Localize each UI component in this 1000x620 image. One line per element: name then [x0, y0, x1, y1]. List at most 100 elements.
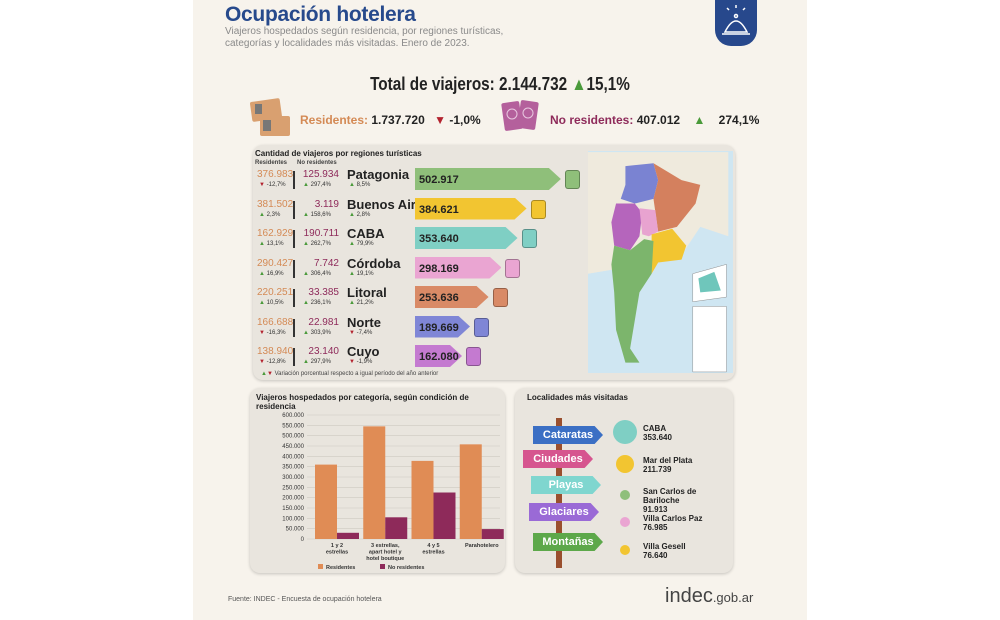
bar-residentes	[459, 444, 482, 539]
divider	[293, 230, 295, 248]
total-change: 15,1%	[586, 74, 630, 94]
region-total-change: ▲ 19,1%	[349, 270, 374, 277]
region-total-change: ▲ 8,5%	[349, 182, 371, 188]
non-residents-value: 407.012	[636, 113, 681, 127]
locality-item: Mar del Plata 211.739	[643, 456, 693, 474]
up-arrow-icon: ▲	[693, 113, 706, 127]
x-tick-label: hotel boutique	[366, 556, 404, 562]
x-tick-label: 3 estrellas,	[371, 543, 400, 549]
divider	[293, 171, 295, 189]
regions-title: Cantidad de viajeros por regiones turíst…	[255, 149, 422, 158]
region-row-1: 381.502 ▲ 2,3% 3.119 ▲ 158,6% Buenos Air…	[253, 195, 588, 223]
region-row-3: 290.427 ▲ 16,9% 7.742 ▲ 306,4% Córdoba ▲…	[253, 254, 588, 282]
travel-bag-icon	[492, 288, 508, 307]
region-total: 353.640	[419, 233, 459, 245]
y-tick-label: 400.000	[282, 454, 304, 460]
region-row-2: 162.929 ▲ 13,1% 190.711 ▲ 262,7% CABA ▲ …	[253, 224, 588, 252]
region-residents-change: ▲ 13,1%	[259, 241, 284, 247]
legend-label: No residentes	[388, 565, 424, 571]
region-total: 384.621	[419, 203, 459, 216]
passport-icon	[501, 98, 543, 134]
legend-swatch	[318, 564, 323, 569]
region-residents: 166.688	[257, 316, 294, 328]
region-residents: 381.502	[257, 198, 294, 210]
locality-circle	[620, 517, 630, 527]
down-arrow-icon: ▼	[434, 113, 446, 127]
region-residents-change: ▲ 16,9%	[259, 270, 284, 277]
total-label: Total de viajeros:	[370, 74, 495, 94]
region-name: Litoral	[347, 285, 387, 300]
region-name: CABA	[347, 226, 385, 241]
residents-change: -1,0%	[449, 113, 481, 127]
indec-logo: indec.gob.ar	[665, 585, 754, 607]
rolling-suitcase-icon	[474, 317, 489, 337]
region-total-arrow	[415, 168, 561, 190]
region-name: Norte	[347, 314, 381, 330]
locality-item: CABA 353.640	[643, 424, 672, 442]
non-residents-label: No residentes:	[550, 113, 634, 127]
sign-4: Montañas	[533, 533, 603, 551]
region-residents: 290.427	[257, 257, 294, 269]
region-total-change: ▲ 79,9%	[349, 241, 374, 247]
locality-item: Villa Gesell 76.640	[643, 542, 686, 560]
y-tick-label: 450.000	[282, 444, 304, 450]
region-residents-change: ▼ -16,3%	[259, 329, 286, 336]
region-total-arrow	[415, 286, 489, 308]
divider	[293, 200, 295, 219]
bar-residentes	[363, 426, 386, 539]
y-tick-label: 600.000	[282, 413, 304, 419]
infographic: Ocupación hotelera Viajeros hospedados s…	[193, 0, 807, 620]
region-non-residents: 33.385	[308, 287, 339, 298]
non-residents-summary: No residentes: 407.012 ▲ 274,1%	[550, 113, 759, 127]
locality-item: Villa Carlos Paz 76.985	[643, 514, 703, 532]
region-total: 162.080	[419, 351, 459, 363]
y-tick-label: 300.000	[282, 475, 304, 481]
locality-circle	[616, 455, 634, 473]
region-total-arrow	[415, 227, 518, 249]
region-non-residents: 22.981	[308, 316, 339, 328]
x-tick-label: Parahotelero	[465, 543, 499, 549]
col-residents: Residentes	[255, 160, 288, 166]
region-residents-change: ▲ 2,3%	[259, 211, 281, 218]
region-name: Cuyo	[347, 344, 380, 359]
source-note: Fuente: INDEC - Encuesta de ocupación ho…	[228, 596, 382, 603]
chart-title: Viajeros hospedados por categoría, según…	[256, 393, 469, 411]
y-tick-label: 200.000	[282, 496, 304, 502]
y-tick-label: 50.000	[286, 527, 305, 533]
region-total-change: ▲ 2,8%	[349, 211, 371, 218]
region-total: 502.917	[419, 174, 459, 186]
region-total-arrow	[415, 316, 470, 338]
region-non-residents-change: ▲ 236,1%	[303, 300, 331, 306]
region-name: Patagonia	[347, 167, 410, 182]
region-residents-change: ▼ -12,8%	[259, 359, 286, 365]
total-travelers: Total de viajeros: 2.144.732 ▲15,1%	[239, 74, 761, 95]
x-tick-label: 1 y 2	[331, 543, 343, 549]
locality-circle	[620, 490, 630, 500]
region-residents: 162.929	[257, 228, 294, 239]
bar-no-residentes	[337, 532, 359, 539]
region-non-residents-change: ▲ 297,4%	[303, 182, 331, 188]
region-non-residents: 3.119	[314, 198, 339, 210]
y-tick-label: 550.000	[282, 423, 304, 429]
x-tick-label: 4 y 5	[427, 543, 439, 549]
region-row-4: 220.251 ▲ 10,5% 33.385 ▲ 236,1% Litoral …	[253, 283, 588, 311]
bar-no-residentes	[481, 529, 504, 539]
sign-0: Cataratas	[533, 426, 603, 444]
region-non-residents-change: ▲ 303,9%	[303, 329, 331, 336]
region-residents-change: ▲ 10,5%	[259, 300, 284, 306]
id-card-icon	[250, 98, 292, 140]
region-non-residents: 190.711	[303, 228, 339, 239]
y-tick-label: 500.000	[282, 434, 304, 440]
footnote-text: Variación porcentual respecto a igual pe…	[274, 371, 439, 377]
carry-on-icon	[466, 347, 481, 366]
region-name: Buenos Aires	[347, 196, 431, 212]
up-arrow-icon: ▲	[571, 74, 587, 94]
region-total-arrow	[415, 345, 462, 367]
duffel-bag-icon	[505, 258, 521, 278]
region-total: 298.169	[419, 262, 459, 275]
non-residents-change: 274,1%	[718, 113, 760, 127]
region-row-6: 138.940 ▼ -12,8% 23.140 ▲ 297,9% Cuyo ▼ …	[253, 342, 588, 370]
locality-circle	[613, 420, 637, 444]
bar-residentes	[411, 460, 434, 539]
localities-title: Localidades más visitadas	[527, 393, 628, 402]
